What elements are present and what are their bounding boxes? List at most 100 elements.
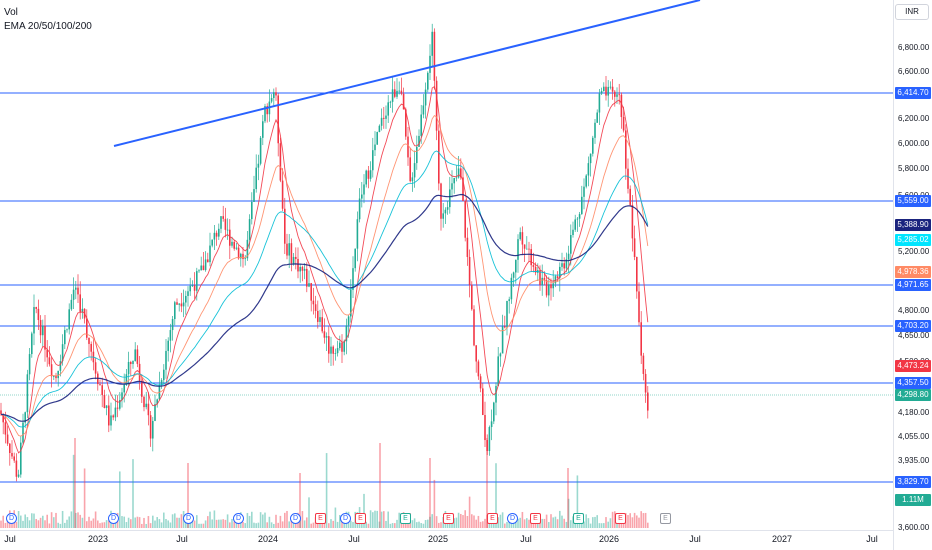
price-badge: 1.11M — [895, 494, 931, 506]
candle-body — [273, 92, 275, 99]
candle-body — [299, 266, 301, 272]
volume-bar — [136, 516, 139, 528]
legend-volume: Vol — [4, 7, 18, 18]
candle-body — [462, 177, 464, 201]
volume-bar — [416, 522, 418, 528]
time-tick-label: Jul — [348, 534, 360, 544]
candle-body — [185, 295, 187, 303]
candle-body — [2, 414, 4, 423]
volume-bar — [484, 518, 486, 528]
volume-bar — [48, 523, 51, 528]
time-tick-label: Jul — [176, 534, 188, 544]
candle-body — [68, 309, 70, 330]
volume-bar — [504, 523, 506, 528]
candle-body — [112, 415, 114, 418]
volume-bar — [198, 523, 200, 528]
candle-body — [108, 405, 110, 426]
earnings-event-icon[interactable]: E — [487, 513, 498, 524]
dividend-event-icon[interactable]: D — [340, 513, 351, 524]
candle-body — [471, 284, 473, 310]
dividend-event-icon[interactable]: D — [233, 513, 244, 524]
volume-bar — [376, 510, 378, 528]
dividend-event-icon[interactable]: D — [290, 513, 301, 524]
time-tick-label: Jul — [520, 534, 532, 544]
volume-bar — [262, 514, 264, 528]
volume-bar — [453, 518, 455, 528]
earnings-event-icon[interactable]: E — [315, 513, 326, 524]
dividend-event-icon[interactable]: D — [507, 513, 518, 524]
earnings-event-icon[interactable]: E — [573, 513, 584, 524]
volume-bar — [246, 512, 249, 528]
dividend-event-icon[interactable]: D — [108, 513, 119, 524]
volume-bar — [394, 523, 396, 528]
candle-body — [141, 380, 143, 397]
price-axis[interactable] — [893, 0, 932, 550]
volume-bar — [468, 496, 471, 528]
candle-body — [187, 291, 189, 296]
earnings-event-icon[interactable]: E — [400, 513, 411, 524]
candle-body — [255, 167, 257, 190]
volume-bar — [127, 517, 130, 528]
volume-bar — [583, 521, 585, 528]
earnings-event-icon[interactable]: E — [443, 513, 454, 524]
candle-body — [66, 329, 68, 331]
candle-body — [182, 302, 185, 307]
volume-bar — [207, 516, 209, 528]
time-axis[interactable] — [0, 530, 893, 550]
candle-body — [369, 170, 372, 179]
candle-body — [633, 238, 636, 258]
volume-bar — [141, 523, 143, 528]
volume-bar — [281, 521, 284, 528]
candle-body — [627, 168, 629, 189]
earnings-event-icon[interactable]: E — [660, 513, 671, 524]
price-badge: 4,357.50 — [895, 377, 931, 389]
candle-body — [611, 86, 614, 92]
volume-bar — [310, 523, 312, 528]
earnings-event-icon[interactable]: E — [615, 513, 626, 524]
trendline[interactable] — [113, 0, 701, 147]
volume-bar — [407, 520, 409, 528]
volume-bar — [138, 517, 141, 528]
time-tick-label: 2025 — [427, 534, 449, 544]
time-tick-label: Jul — [866, 534, 878, 544]
candle-body — [64, 330, 66, 345]
dividend-event-icon[interactable]: D — [6, 513, 17, 524]
volume-bar — [94, 511, 97, 528]
candle-body — [350, 289, 352, 317]
chart-plot-area[interactable] — [0, 0, 893, 530]
candle-body — [609, 86, 612, 88]
candle-body — [145, 403, 147, 408]
volume-bar — [521, 511, 524, 528]
volume-bar — [473, 515, 475, 528]
candle-body — [605, 86, 607, 96]
candle-body — [132, 360, 134, 365]
earnings-event-icon[interactable]: E — [355, 513, 366, 524]
candle-body — [530, 249, 532, 266]
candle-body — [79, 294, 81, 312]
earnings-event-icon[interactable]: E — [530, 513, 541, 524]
volume-bar — [187, 521, 189, 528]
volume-bar — [242, 521, 244, 528]
candle-body — [567, 253, 570, 260]
volume-bar — [251, 511, 253, 528]
volume-bar — [44, 520, 46, 528]
candle-body — [231, 241, 233, 246]
candle-body — [37, 308, 40, 321]
candle-body — [563, 263, 565, 269]
volume-bar — [380, 511, 383, 528]
dividend-event-icon[interactable]: D — [183, 513, 194, 524]
candle-body — [517, 239, 519, 260]
ema-20-line — [0, 85, 649, 454]
candle-body — [284, 208, 286, 244]
candle-body — [235, 247, 238, 249]
volume-bar — [165, 518, 167, 528]
volume-bar — [72, 454, 75, 528]
volume-bar — [306, 517, 308, 528]
volume-bar — [614, 511, 616, 528]
candle-body — [213, 232, 216, 240]
volume-bar — [132, 459, 134, 528]
candle-body — [363, 184, 365, 195]
candle-body — [391, 89, 394, 102]
candle-body — [603, 86, 605, 92]
currency-label[interactable]: INR — [895, 4, 929, 20]
